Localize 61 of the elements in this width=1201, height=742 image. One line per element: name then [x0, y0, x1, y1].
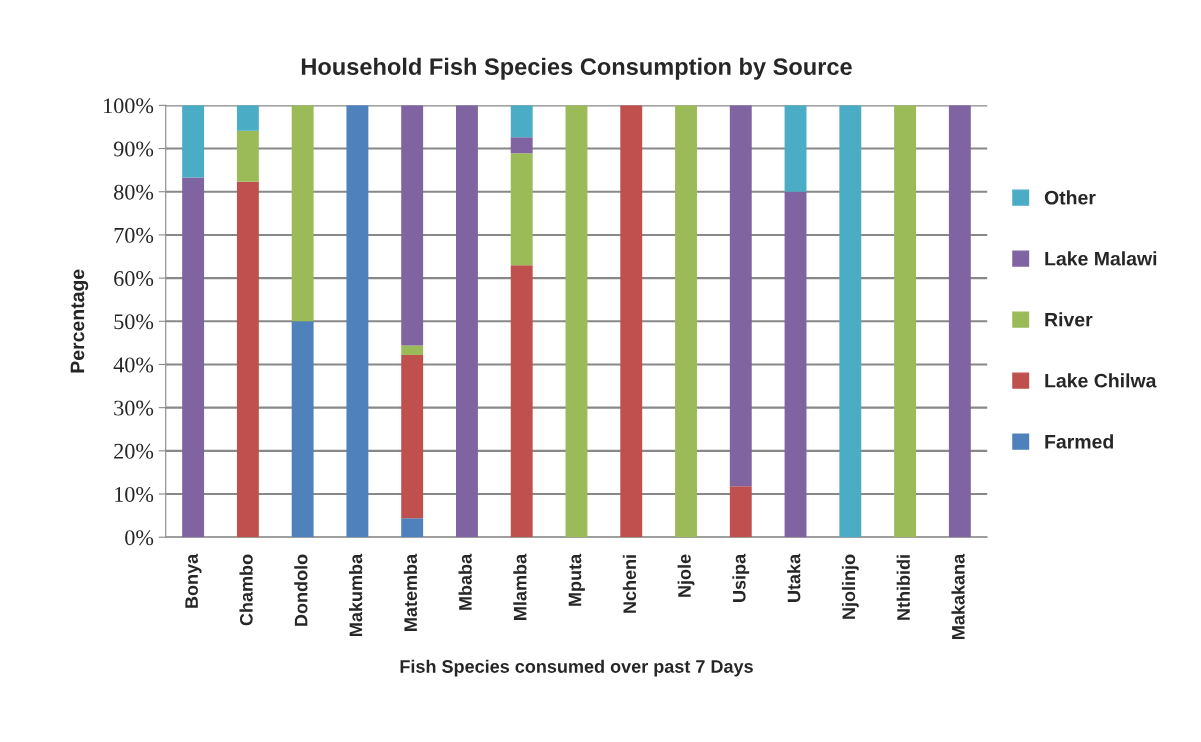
bar — [401, 518, 424, 538]
y-tick-label: 10% — [115, 486, 154, 503]
bar — [182, 105, 205, 178]
x-tick-label: Nthibidi — [896, 555, 910, 620]
bar — [565, 105, 588, 538]
bar — [894, 105, 917, 538]
bar — [346, 105, 369, 538]
legend-label: Lake Malawi — [1045, 251, 1157, 266]
bar — [236, 130, 259, 182]
bar — [291, 105, 314, 322]
bar — [510, 105, 533, 138]
x-tick-label: Usipa — [732, 553, 750, 602]
bar — [620, 105, 643, 538]
y-tick-label: 70% — [114, 227, 154, 243]
bar — [456, 105, 478, 538]
x-tick-label: Bonya — [185, 553, 202, 608]
x-tick-label: Mlamba — [513, 553, 527, 620]
bar — [401, 354, 424, 519]
bar — [510, 265, 533, 538]
bar — [784, 105, 807, 192]
y-tick-label: 30% — [114, 400, 154, 416]
x-tick-label: Utaka — [787, 553, 801, 602]
bar — [729, 105, 752, 487]
y-tick-label: 100% — [104, 98, 154, 114]
x-axis-title: Fish Species consumed over past 7 Days — [400, 659, 753, 677]
legend-label: River — [1045, 312, 1093, 327]
x-tick-label: Ncheni — [622, 555, 637, 613]
bar — [291, 321, 314, 538]
y-tick-label: 0% — [125, 530, 154, 546]
bar — [729, 486, 752, 538]
bar — [510, 153, 533, 266]
x-tick-label: Mputa — [568, 553, 585, 606]
y-axis-title: Percentage — [70, 269, 89, 373]
x-tick-label: Njole — [677, 554, 695, 597]
bar — [784, 191, 807, 538]
x-tick-label: Makakana — [951, 553, 965, 639]
y-tick-label: 40% — [113, 357, 154, 373]
bar — [948, 105, 971, 538]
legend-label: Farmed — [1045, 434, 1114, 449]
bar — [236, 181, 259, 538]
y-tick-label: 20% — [114, 443, 154, 459]
x-tick-label: Dondolo — [294, 554, 308, 626]
x-tick-label: Chambo — [239, 554, 253, 626]
bar — [839, 105, 862, 538]
bar — [182, 177, 205, 538]
y-tick-label: 50% — [114, 314, 154, 330]
x-tick-label: Makumba — [349, 553, 363, 636]
y-tick-label: 80% — [114, 184, 154, 200]
bar — [401, 105, 424, 346]
bar — [675, 105, 697, 538]
x-tick-label: Mbaba — [458, 553, 472, 610]
bar — [510, 137, 533, 154]
legend-label: Lake Chilwa — [1045, 373, 1157, 388]
x-tick-label: Matemba — [403, 553, 418, 631]
chart-title: Household Fish Species Consumption by Source — [301, 57, 852, 80]
bar — [236, 105, 259, 131]
legend-label: Other — [1044, 190, 1096, 205]
x-tick-label: Njolinjo — [841, 554, 859, 619]
y-tick-label: 90% — [113, 141, 154, 157]
bar — [401, 345, 424, 355]
y-tick-label: 60% — [114, 271, 154, 287]
